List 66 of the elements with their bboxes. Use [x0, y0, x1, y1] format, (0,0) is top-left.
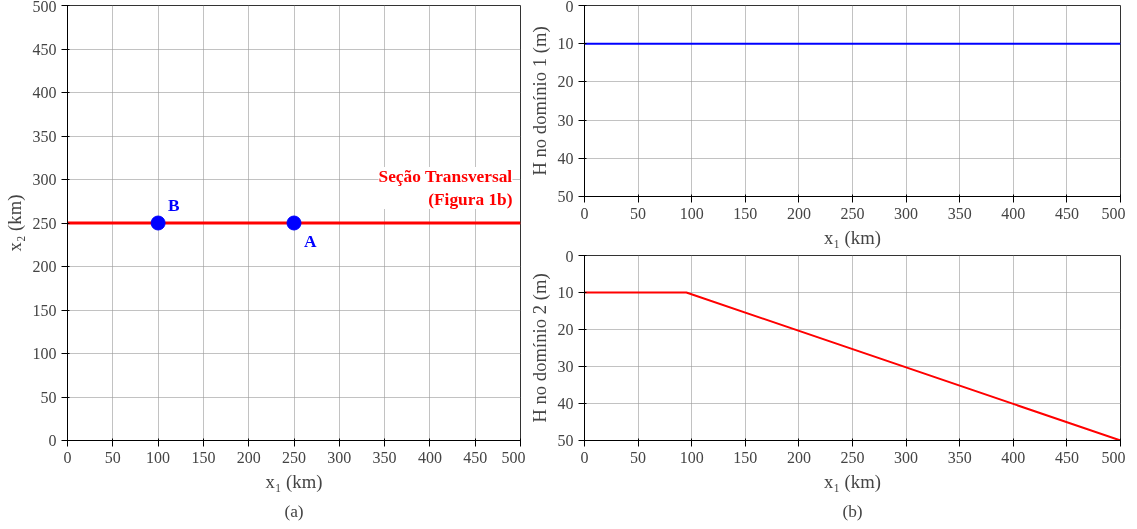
x-tick-label: 400 — [1001, 204, 1026, 222]
text: (a) — [284, 501, 304, 521]
x-tick-label: 300 — [894, 448, 919, 466]
y-tick-label: 40 — [557, 149, 574, 167]
x-tick-label: 450 — [1054, 204, 1079, 222]
x-tick-label: 50 — [104, 448, 121, 466]
text: (b) — [842, 501, 863, 521]
y-tick-label: 0 — [48, 432, 57, 449]
x-tick-label: 400 — [1001, 448, 1026, 466]
x-tick-label: 350 — [372, 448, 397, 466]
x-tick-label: 50 — [630, 204, 647, 222]
x-tick-label: 100 — [679, 448, 704, 466]
annotation: B — [168, 195, 181, 215]
y-tick-label: 200 — [32, 258, 57, 275]
y-tick-label: 10 — [557, 284, 574, 301]
x-axis-title: x₁ (km) — [824, 470, 881, 493]
y-tick-label: 20 — [557, 73, 574, 91]
y-axis-title: H no domínio 2 (m) — [528, 273, 551, 423]
y-tick-label: 150 — [32, 301, 57, 319]
y-tick-label: 100 — [32, 345, 57, 362]
y-axis-title: H no domínio 1 (m) — [528, 26, 551, 176]
x-tick-label: 300 — [327, 448, 352, 466]
x-tick-label: 200 — [786, 448, 811, 466]
x-tick-label: 350 — [947, 204, 972, 222]
x-axis-title: x₁ (km) — [265, 470, 323, 493]
x-tick-label: 250 — [840, 204, 865, 222]
y-axis-title: x₂ (km) — [3, 194, 26, 252]
x-tick-label: 500 — [1101, 204, 1126, 222]
x-axis-title: x₁ (km) — [824, 226, 881, 249]
y-tick-label: 50 — [557, 188, 574, 205]
y-tick-label: 450 — [32, 40, 57, 58]
x-tick-label: 200 — [786, 204, 811, 222]
y-tick-label: 10 — [557, 35, 574, 53]
x-tick-label: 500 — [501, 448, 526, 466]
x-tick-label: 400 — [417, 448, 442, 466]
y-tick-label: 350 — [32, 127, 57, 145]
x-tick-label: 0 — [580, 448, 589, 466]
x-tick-label: 250 — [840, 448, 865, 466]
x-tick-label: 100 — [679, 204, 704, 222]
y-tick-label: 0 — [565, 0, 574, 15]
x-tick-label: 0 — [580, 204, 589, 222]
x-tick-label: 150 — [733, 204, 758, 222]
x-tick-label: 150 — [733, 448, 758, 466]
y-tick-label: 20 — [557, 321, 574, 338]
y-tick-label: 30 — [557, 111, 574, 129]
x-tick-label: 200 — [236, 448, 261, 466]
x-tick-label: 350 — [947, 448, 972, 466]
y-tick-label: 30 — [557, 358, 574, 375]
x-tick-label: 450 — [1054, 448, 1079, 466]
x-tick-label: 150 — [191, 448, 216, 466]
x-tick-label: 500 — [1101, 448, 1126, 466]
y-tick-label: 300 — [32, 171, 57, 188]
y-tick-label: 50 — [40, 388, 57, 406]
y-tick-label: 0 — [565, 247, 574, 265]
x-tick-label: 250 — [282, 448, 306, 466]
annotation: A — [304, 231, 317, 251]
y-tick-label: 400 — [32, 84, 57, 101]
x-tick-label: 50 — [630, 448, 647, 466]
x-tick-label: 0 — [63, 448, 72, 466]
x-tick-label: 300 — [894, 204, 919, 222]
x-tick-label: 100 — [146, 448, 171, 466]
y-tick-label: 500 — [32, 0, 57, 15]
y-tick-label: 40 — [557, 395, 574, 412]
y-tick-label: 50 — [557, 432, 574, 449]
x-tick-label: 450 — [463, 448, 488, 466]
annotation: Seção Transversal (Figura 1b) — [378, 167, 513, 209]
